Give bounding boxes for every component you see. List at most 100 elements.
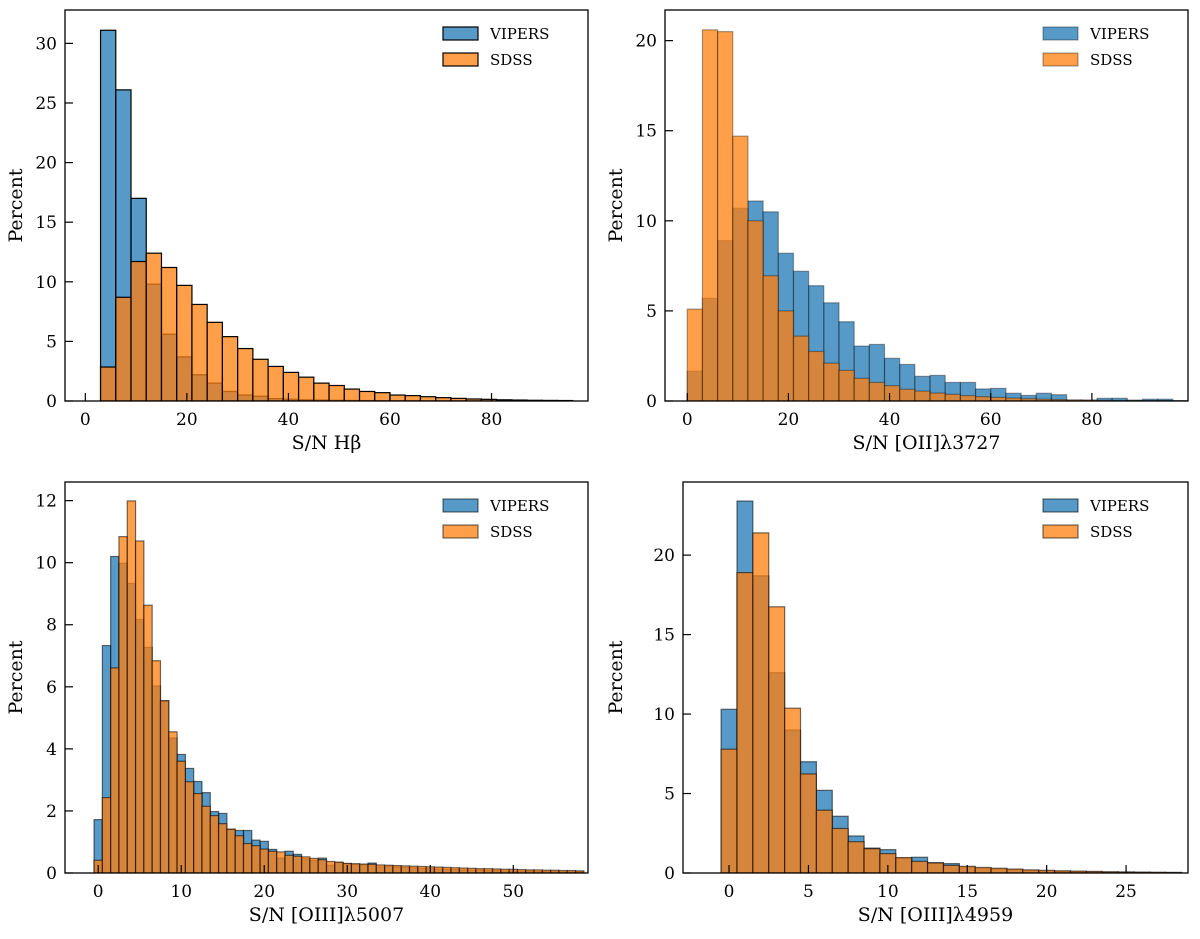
plot-frame [64,481,589,874]
legend: VIPERS SDSS [442,25,549,69]
panel-4: 0 5 10 15 20 25 0 5 10 15 20 S/N [OIII]λ4959 Percent… [605,481,1189,926]
y-tick-label: 0 [646,392,657,412]
bar-sdss [762,275,779,401]
bar-sdss [328,384,345,401]
bar-sdss [252,358,269,401]
bars [720,500,1183,873]
bars [93,500,585,873]
legend: VIPERS SDSS [1042,25,1149,69]
bar-sdss [433,866,444,873]
panel-1: 0 20 40 60 80 0 5 10 15 20 25 30 S/N Hβ Percent VIPERS… [5,9,589,454]
bar-sdss [404,395,422,401]
plot-frame [682,481,1189,874]
y-tick-label: 15 [635,122,657,142]
bar-sdss [176,284,193,401]
bar-sdss [168,731,178,873]
legend-label-vipers: VIPERS [1089,497,1149,515]
bar-sdss [375,864,386,873]
bar-sdss [389,394,406,401]
bar-sdss [343,388,361,401]
bar-sdss [392,864,402,873]
x-tick-label: 0 [724,882,735,902]
y-tick-label: 10 [35,273,57,293]
bar-sdss [784,707,802,873]
y-tick-label: 0 [46,392,57,412]
bar-sdss [815,809,833,873]
y-tick-label: 20 [653,546,675,566]
y-tick-label: 6 [46,678,57,698]
bar-sdss [151,660,162,873]
bar-sdss [101,796,112,873]
bar-sdss [467,867,477,873]
legend-label-sdss: SDSS [490,523,533,541]
y-tick-label: 15 [35,213,57,233]
x-tick-label: 25 [1115,882,1137,902]
bar-sdss [251,845,261,873]
bar-sdss [450,867,460,873]
series-sdss [686,29,1188,401]
x-tick-label: 30 [336,882,358,902]
bar-sdss [747,220,764,401]
bar-sdss [191,303,208,401]
legend-swatch-sdss [442,52,479,67]
series-sdss [93,500,585,873]
bar-sdss [126,500,137,873]
y-tick-label: 0 [46,864,57,884]
bar-sdss [720,748,738,873]
bar-sdss [226,828,236,873]
series-sdss [99,252,574,401]
panel-2: 0 20 40 60 80 0 5 10 15 20 S/N [OII]λ3727 Percent VI… [605,9,1189,454]
bar-sdss [267,365,284,401]
bar-sdss [926,862,945,873]
bar-sdss [237,347,254,401]
plot-frame [64,9,589,402]
y-axis-label: Percent [605,640,627,714]
y-tick-label: 4 [46,740,57,760]
bar-sdss [717,31,734,401]
bar-sdss [217,823,228,873]
bar-sdss [209,814,220,873]
bar-sdss [853,377,870,401]
y-tick-label: 10 [653,705,675,725]
bar-sdss [808,350,825,401]
y-tick-label: 8 [46,616,57,636]
bar-sdss [334,861,344,873]
y-axis-label: Percent [5,168,27,242]
bar-sdss [799,773,817,873]
x-tick-label: 20 [176,410,198,430]
bar-sdss [847,841,865,873]
bar-sdss [959,394,977,401]
bar-sdss [863,848,881,873]
x-tick-label: 50 [502,882,524,902]
legend-label-vipers: VIPERS [489,497,549,515]
legend-swatch-vipers [442,26,479,41]
bar-sdss [868,381,886,401]
legend-label-sdss: SDSS [490,51,533,69]
y-tick-label: 10 [635,212,657,232]
bar-sdss [350,863,361,873]
y-tick-label: 5 [664,785,675,805]
bar-sdss [838,369,855,401]
bar-sdss [475,868,485,873]
bar-sdss [193,792,203,873]
bar-sdss [206,321,224,401]
x-tick-label: 5 [803,882,814,902]
x-axis-label: S/N [OII]λ3727 [853,432,1001,454]
x-tick-label: 10 [170,882,192,902]
bar-sdss [160,266,178,401]
y-tick-label: 5 [646,302,657,322]
y-tick-label: 20 [35,154,57,174]
bar-sdss [201,805,211,873]
legend-swatch-sdss [442,524,479,539]
y-axis-label: Percent [605,168,627,242]
x-tick-label: 40 [419,882,441,902]
bar-sdss [176,760,186,873]
y-tick-label: 20 [635,32,657,52]
bar-sdss [358,390,376,401]
bar-sdss [732,135,749,401]
bar-sdss [942,864,960,873]
bar-sdss [911,860,929,873]
plot-frame [664,9,1189,402]
legend-swatch-vipers [1042,26,1079,41]
x-tick-label: 20 [778,410,800,430]
